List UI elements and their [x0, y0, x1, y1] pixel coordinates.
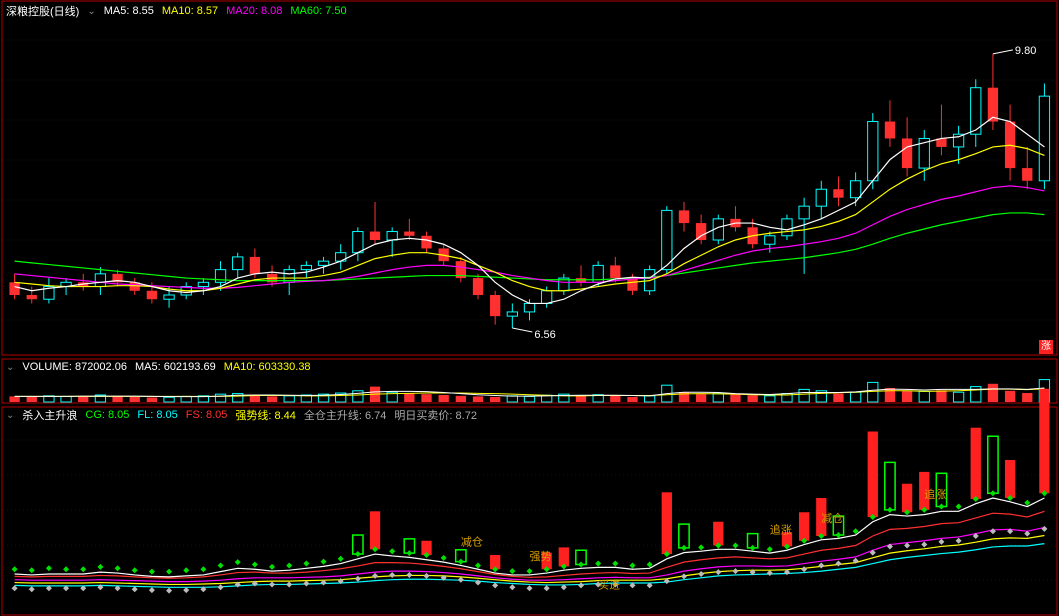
svg-text:6.56: 6.56 — [534, 329, 555, 341]
indicator-title: 杀入主升浪 — [22, 407, 77, 423]
stock-title: 深粮控股(日线) — [6, 3, 79, 19]
dropdown-icon[interactable]: ⌄ — [87, 6, 95, 17]
fl-label: FL: 8.05 — [137, 409, 177, 421]
dropdown-icon[interactable]: ⌄ — [6, 410, 14, 421]
volume-header: ⌄ VOLUME: 872002.06 MA5: 602193.69 MA10:… — [6, 360, 311, 374]
cg-label: CG: 8.05 — [85, 409, 129, 421]
svg-text:买进: 买进 — [598, 578, 620, 591]
vol-ma5-label: MA5: 602193.69 — [135, 361, 216, 373]
svg-text:追涨: 追涨 — [770, 523, 792, 537]
vol-ma10-label: MA10: 603330.38 — [224, 361, 311, 373]
dropdown-icon[interactable]: ⌄ — [6, 362, 14, 373]
svg-text:减仓: 减仓 — [821, 511, 843, 525]
strong-label: 强势线: 8.44 — [235, 407, 296, 423]
up-badge: 涨 — [1039, 340, 1053, 354]
indicator-header: ⌄ 杀入主升浪 CG: 8.05 FL: 8.05 FS: 8.05 强势线: … — [6, 408, 477, 422]
svg-text:追涨: 追涨 — [924, 487, 946, 501]
full-label: 全仓主升线: 6.74 — [304, 407, 387, 423]
volume-label: VOLUME: 872002.06 — [22, 361, 127, 373]
chart-canvas[interactable]: 9.806.56减仓强势买进追涨减仓追涨 — [0, 0, 1059, 616]
ma60-label: MA60: 7.50 — [290, 5, 346, 17]
fs-label: FS: 8.05 — [186, 409, 228, 421]
svg-text:强势: 强势 — [530, 550, 552, 563]
tomorrow-label: 明日买卖价: 8.72 — [394, 407, 477, 423]
ma20-label: MA20: 8.08 — [226, 5, 282, 17]
ma5-label: MA5: 8.55 — [104, 5, 154, 17]
ma10-label: MA10: 8.57 — [162, 5, 218, 17]
svg-text:减仓: 减仓 — [461, 535, 483, 549]
svg-text:9.80: 9.80 — [1015, 45, 1036, 57]
main-chart-header: 深粮控股(日线) ⌄ MA5: 8.55 MA10: 8.57 MA20: 8.… — [6, 4, 347, 18]
